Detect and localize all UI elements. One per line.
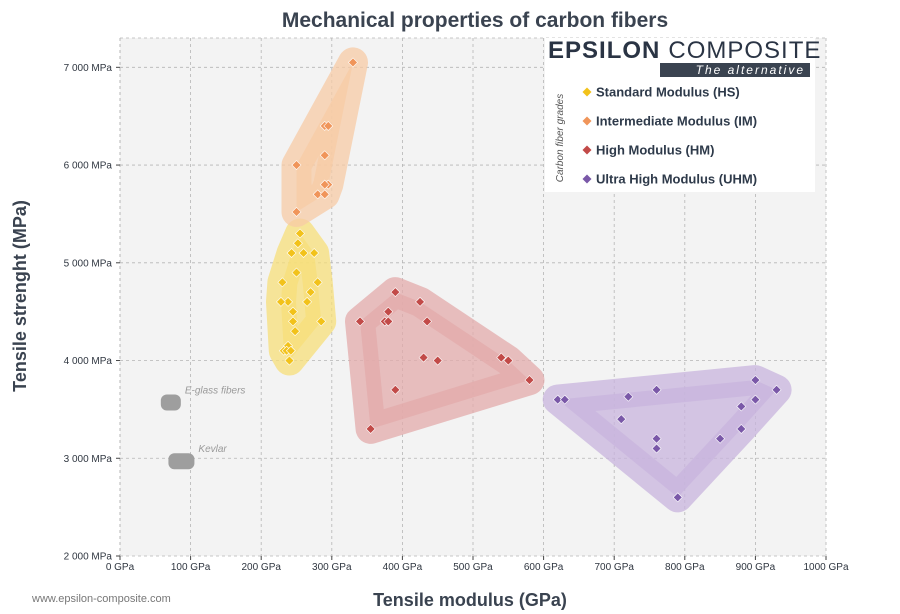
y-tick-label: 2 000 MPa	[64, 552, 113, 563]
data-point	[672, 492, 683, 503]
data-point	[312, 277, 323, 288]
data-point	[286, 248, 297, 258]
data-point	[390, 384, 401, 395]
data-point	[418, 352, 429, 363]
data-point	[415, 296, 425, 307]
data-point	[319, 150, 330, 161]
x-tick-label: 0 GPa	[106, 562, 135, 573]
x-tick-label: 800 GPa	[665, 562, 705, 573]
data-point	[383, 306, 394, 317]
cluster-regions	[266, 47, 792, 513]
data-point	[312, 189, 323, 200]
y-axis-title: Tensile strenght (MPa)	[10, 200, 30, 392]
legend-group-label: Carbon fiber grades	[555, 94, 566, 182]
data-point	[276, 296, 286, 307]
data-point	[503, 355, 514, 366]
y-tick-label: 4 000 MPa	[64, 356, 113, 367]
data-point	[316, 316, 327, 327]
x-tick-label: 600 GPa	[524, 562, 564, 573]
y-tick-label: 7 000 MPa	[64, 63, 113, 74]
data-point	[348, 57, 358, 68]
data-point	[288, 316, 298, 327]
legend-marker	[582, 174, 592, 184]
reference-label: Kevlar	[198, 444, 227, 455]
reference-label: E-glass fibers	[185, 386, 246, 397]
legend: EPSILON COMPOSITE The alternative Carbon …	[545, 37, 821, 192]
legend-marker	[582, 145, 592, 155]
data-points	[276, 57, 782, 503]
website-url: www.epsilon-composite.com	[31, 593, 171, 605]
data-point	[305, 287, 316, 298]
data-point	[283, 296, 293, 307]
y-tick-label: 6 000 MPa	[64, 161, 113, 172]
data-point	[422, 316, 433, 327]
data-point	[365, 424, 376, 434]
x-tick-label: 500 GPa	[453, 562, 493, 573]
cluster-region	[281, 47, 368, 227]
data-point	[432, 355, 443, 366]
reference-materials: E-glass fibers Kevlar	[160, 386, 246, 470]
data-point	[288, 306, 298, 317]
data-point	[298, 248, 309, 258]
chart-title: Mechanical properties of carbon fibers	[282, 9, 668, 32]
data-point	[559, 394, 570, 405]
data-point	[285, 345, 296, 356]
x-tick-label: 300 GPa	[312, 562, 352, 573]
data-point	[383, 316, 394, 327]
data-point	[291, 207, 302, 217]
x-tick-label: 200 GPa	[241, 562, 281, 573]
data-point	[736, 401, 747, 412]
data-point	[319, 189, 330, 200]
x-tick-label: 700 GPa	[594, 562, 634, 573]
tick-labels: 0 GPa 100 GPa 200 GPa 300 GPa 400 GPa 500 GPa…	[64, 63, 849, 573]
data-point	[284, 355, 295, 366]
data-point	[651, 443, 662, 454]
x-tick-label: 1000 GPa	[803, 562, 848, 573]
legend-item-label: Standard Modulus (HS)	[596, 85, 740, 100]
data-point	[750, 394, 761, 405]
legend-item-label: Intermediate Modulus (IM)	[596, 114, 757, 129]
brand-tagline: The alternative	[696, 63, 805, 77]
x-axis-title: Tensile modulus (GPa)	[373, 590, 567, 610]
reference-marker	[168, 453, 195, 470]
y-tick-label: 3 000 MPa	[64, 454, 113, 465]
data-point	[319, 179, 330, 190]
data-point	[623, 391, 634, 402]
data-point	[291, 267, 302, 278]
legend-marker	[582, 87, 592, 97]
data-point	[390, 287, 401, 298]
x-tick-label: 900 GPa	[736, 562, 776, 573]
data-point	[292, 238, 303, 249]
y-tick-label: 5 000 MPa	[64, 258, 113, 269]
data-point	[736, 424, 747, 434]
data-point	[323, 121, 334, 131]
data-point	[291, 160, 302, 170]
data-point	[496, 352, 507, 363]
data-point	[750, 375, 761, 385]
legend-marker	[582, 116, 592, 126]
cluster-region	[542, 365, 792, 513]
brand-logo: EPSILON COMPOSITE	[548, 37, 821, 64]
x-tick-label: 400 GPa	[383, 562, 423, 573]
legend-item-label: Ultra High Modulus (UHM)	[596, 172, 757, 187]
x-tick-label: 100 GPa	[171, 562, 211, 573]
brand-tagline-bar	[660, 63, 810, 77]
data-point	[651, 433, 662, 444]
data-point	[355, 316, 365, 327]
data-point	[302, 296, 313, 307]
data-point	[277, 277, 288, 288]
data-point	[771, 384, 782, 395]
data-point	[290, 326, 301, 337]
data-point	[715, 433, 726, 444]
legend-item-label: High Modulus (HM)	[596, 143, 714, 158]
data-point	[309, 248, 320, 258]
data-point	[616, 414, 627, 425]
data-point	[651, 384, 662, 395]
data-point	[295, 228, 305, 239]
data-point	[552, 394, 563, 405]
data-point	[524, 375, 535, 385]
reference-marker	[160, 394, 181, 411]
